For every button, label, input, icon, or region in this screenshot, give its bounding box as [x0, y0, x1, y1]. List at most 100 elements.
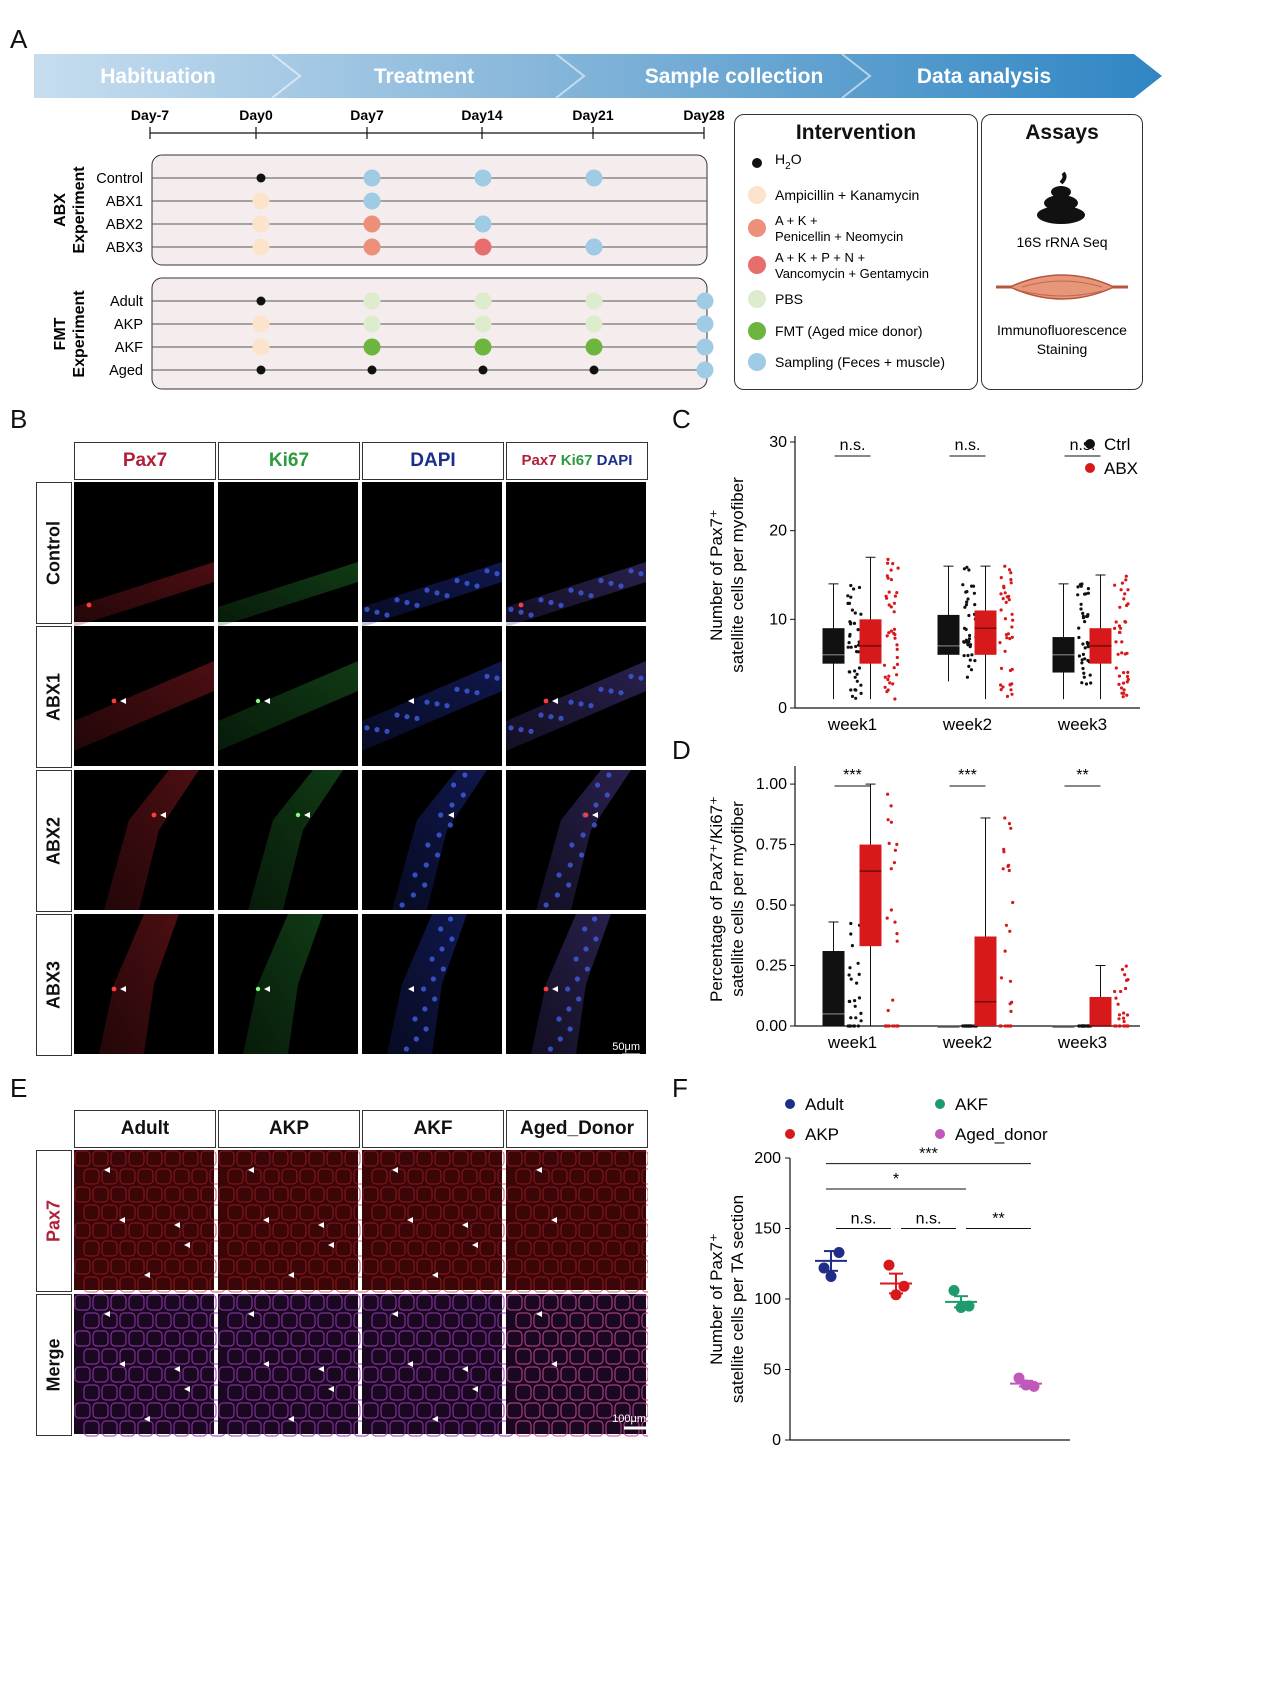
chart-d: 0.00 0.25 0.50 0.75 1.00 Percentage of Pax7⁺/… — [707, 766, 1140, 1052]
data-point — [1009, 688, 1013, 692]
row-label-abx2: ABX2 — [106, 217, 143, 233]
myofiber-outline — [542, 1150, 559, 1167]
nucleus — [423, 1026, 429, 1032]
myofiber-outline — [542, 1258, 559, 1275]
myofiber-outline — [326, 1150, 343, 1167]
myofiber-outline — [443, 1384, 460, 1401]
data-point — [1005, 636, 1009, 640]
myofiber-outline — [587, 1168, 604, 1185]
dot-green — [474, 338, 492, 356]
myofiber-outline — [443, 1204, 460, 1221]
data-point — [963, 605, 967, 609]
legend-dot-akf — [935, 1099, 945, 1109]
data-point — [857, 666, 862, 670]
e-tile-adult-merge — [74, 1294, 226, 1437]
b-tile-abx3-1 — [218, 914, 358, 1054]
myofiber-outline — [74, 1330, 91, 1347]
data-point — [1117, 682, 1121, 686]
b-col-header-merge: Pax7 Ki67 DAPI — [506, 442, 648, 480]
nucleus — [558, 602, 564, 608]
myofiber-outline — [542, 1366, 559, 1383]
myofiber-outline — [308, 1330, 325, 1347]
point-aged-donor — [1013, 1372, 1025, 1384]
data-point — [1007, 868, 1011, 873]
x-tick-label-week1: week1 — [827, 715, 877, 734]
data-point — [887, 631, 891, 635]
myofiber-outline — [245, 1276, 262, 1293]
data-point — [1010, 635, 1014, 639]
myofiber-outline — [74, 1222, 91, 1239]
myofiber-outline — [641, 1348, 648, 1365]
myofiber-outline — [641, 1276, 648, 1293]
myofiber-outline — [263, 1240, 280, 1257]
myofiber-outline — [614, 1222, 631, 1239]
myofiber-outline — [110, 1330, 127, 1347]
nucleus — [460, 792, 466, 798]
myofiber-outline — [362, 1330, 379, 1347]
data-point — [895, 662, 900, 666]
myofiber-outline — [416, 1330, 433, 1347]
nucleus — [528, 612, 534, 618]
legend-label-akf: AKF — [955, 1095, 988, 1114]
myofiber-outline — [92, 1186, 109, 1203]
data-point — [1009, 578, 1013, 582]
myofiber-outline — [254, 1258, 271, 1275]
arrowhead — [263, 1361, 269, 1367]
data-point — [895, 647, 899, 651]
panel-letter-b: B — [10, 404, 28, 434]
myofiber-outline — [389, 1240, 406, 1257]
myofiber-outline — [164, 1186, 181, 1203]
myofiber-outline — [191, 1240, 208, 1257]
data-point — [1119, 989, 1123, 994]
myofiber-outline — [110, 1366, 127, 1383]
myofiber-outline — [551, 1168, 568, 1185]
myofiber-outline — [632, 1294, 648, 1311]
data-point — [1083, 657, 1087, 661]
dot-blue — [363, 169, 381, 187]
nucleus — [591, 822, 597, 828]
myofiber-outline — [407, 1384, 424, 1401]
myofiber-outline — [281, 1276, 298, 1293]
dot-blue — [474, 215, 492, 233]
myofiber-outline — [83, 1312, 100, 1329]
myofiber-outline — [335, 1420, 352, 1437]
arrowhead — [263, 1217, 269, 1223]
data-point — [1011, 900, 1015, 905]
y-tick-label: 0.00 — [756, 1018, 787, 1035]
myofiber-outline — [119, 1348, 136, 1365]
data-point — [1009, 581, 1013, 585]
myofiber-outline — [263, 1168, 280, 1185]
myofiber-outline — [272, 1294, 289, 1311]
nucleus — [583, 946, 589, 952]
myofiber-outline — [461, 1204, 478, 1221]
data-point — [1010, 667, 1014, 671]
myofiber-outline — [623, 1204, 640, 1221]
myofiber — [104, 770, 199, 910]
b-tile-abx2-0 — [74, 770, 214, 910]
data-point — [896, 566, 900, 570]
myofiber-outline — [182, 1294, 199, 1311]
myofiber-outline — [173, 1420, 190, 1437]
myofiber-outline — [110, 1186, 127, 1203]
data-point — [962, 567, 966, 571]
data-point — [883, 675, 887, 679]
data-point — [893, 633, 897, 637]
data-point — [889, 605, 893, 609]
data-point — [885, 916, 889, 920]
myofiber-outline — [263, 1204, 280, 1221]
myofiber-outline — [317, 1168, 334, 1185]
nucleus — [422, 882, 428, 888]
myofiber-outline — [92, 1402, 109, 1419]
myofiber-outline — [614, 1294, 631, 1311]
nucleus — [528, 728, 534, 734]
data-point — [1113, 1024, 1117, 1028]
myofiber-outline — [578, 1258, 595, 1275]
e-col-header-akp: AKP — [218, 1110, 360, 1148]
data-point — [889, 568, 893, 572]
merge-label-ki67: Ki67 — [560, 452, 593, 469]
panel-letter-a: A — [10, 24, 28, 54]
point-akf — [948, 1285, 960, 1297]
myofiber-outline — [191, 1312, 208, 1329]
data-point — [1011, 618, 1015, 622]
data-point — [1003, 617, 1007, 621]
